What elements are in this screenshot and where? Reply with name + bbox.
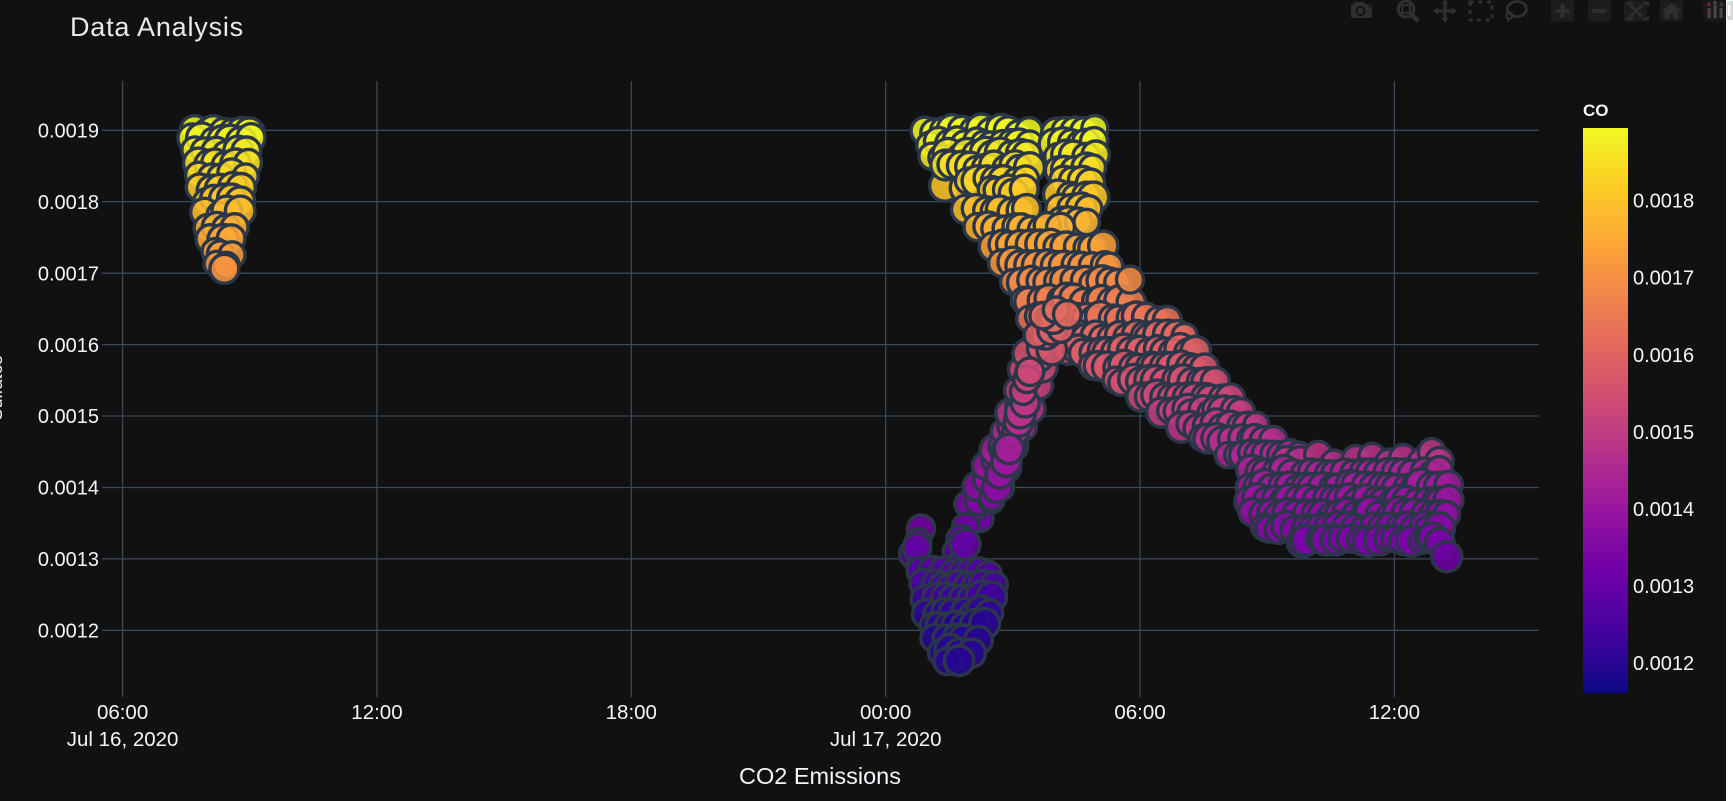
- svg-text:0.0017: 0.0017: [38, 263, 99, 285]
- svg-text:CO2 Emissions: CO2 Emissions: [739, 763, 901, 789]
- svg-text:0.0012: 0.0012: [1633, 653, 1694, 675]
- svg-text:0.0017: 0.0017: [1633, 268, 1694, 290]
- svg-text:0.0014: 0.0014: [38, 478, 99, 500]
- svg-text:Jul 17, 2020: Jul 17, 2020: [830, 728, 942, 751]
- svg-text:12:00: 12:00: [351, 701, 402, 724]
- svg-text:Sulfates: Sulfates: [0, 355, 6, 420]
- svg-text:12:00: 12:00: [1369, 701, 1420, 724]
- svg-text:0.0012: 0.0012: [38, 621, 99, 643]
- svg-text:0.0016: 0.0016: [38, 335, 99, 357]
- svg-text:0.0015: 0.0015: [1633, 422, 1694, 444]
- svg-text:00:00: 00:00: [860, 701, 911, 724]
- svg-text:0.0018: 0.0018: [38, 192, 99, 214]
- svg-text:18:00: 18:00: [606, 701, 657, 724]
- svg-text:0.0019: 0.0019: [38, 121, 99, 143]
- svg-text:CO: CO: [1583, 101, 1609, 120]
- svg-text:06:00: 06:00: [97, 701, 148, 724]
- svg-text:0.0013: 0.0013: [38, 549, 99, 571]
- svg-text:0.0014: 0.0014: [1633, 499, 1694, 521]
- svg-text:0.0015: 0.0015: [38, 406, 99, 428]
- svg-text:0.0016: 0.0016: [1633, 345, 1694, 367]
- svg-text:0.0013: 0.0013: [1633, 576, 1694, 598]
- svg-text:Jul 16, 2020: Jul 16, 2020: [67, 728, 179, 751]
- svg-text:06:00: 06:00: [1114, 701, 1165, 724]
- svg-text:Data Analysis: Data Analysis: [70, 12, 244, 42]
- svg-text:0.0018: 0.0018: [1633, 191, 1694, 213]
